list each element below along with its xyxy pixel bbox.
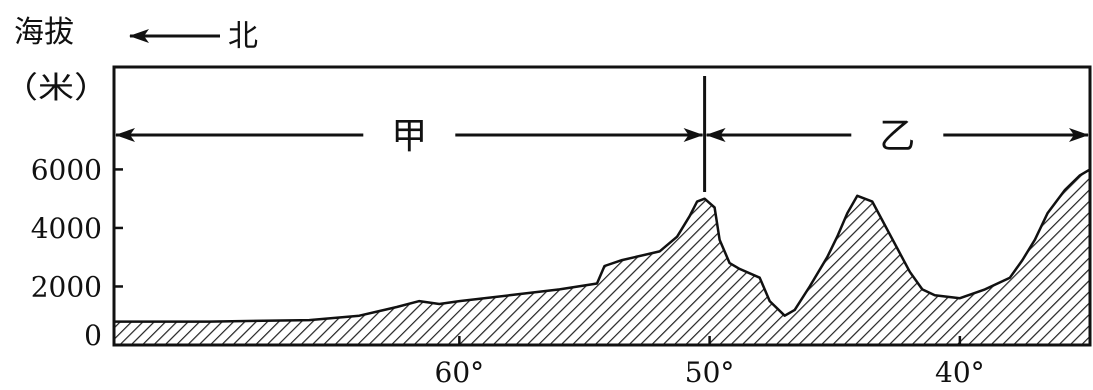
y-axis-title: 海拔 [14,15,74,50]
terrain-profile-area [112,168,1092,347]
y-tick-label: 4000 [31,212,102,245]
region-span-1: 甲 [115,116,704,157]
y-tick-label: 6000 [31,153,102,186]
north-label: 北 [228,19,258,54]
x-tick-label: 50° [685,356,735,389]
region-label: 乙 [879,116,915,157]
x-tick-label: 40° [935,356,985,389]
y-tick-label: 0 [84,319,102,352]
x-tick-label: 60° [435,356,485,389]
region-label: 甲 [391,116,427,157]
y-tick-label: 2000 [31,270,102,303]
region-span-2: 乙 [705,116,1089,157]
plot-frame [112,65,1092,347]
y-axis-unit: （米） [2,71,110,106]
